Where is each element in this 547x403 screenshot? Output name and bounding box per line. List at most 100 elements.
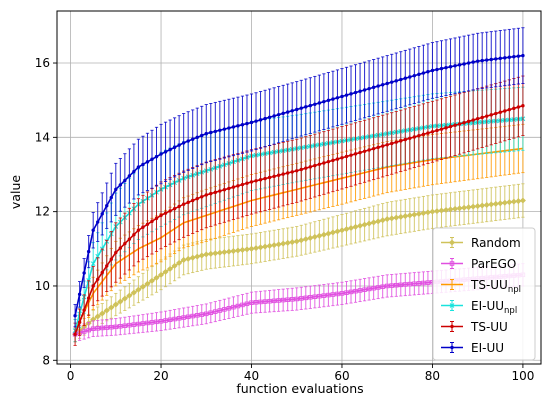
data-point: [399, 139, 403, 143]
data-point: [379, 217, 386, 224]
data-point: [104, 325, 110, 330]
data-point: [105, 264, 109, 268]
legend-label-main: TS-UU: [470, 278, 508, 292]
data-point: [334, 228, 341, 235]
data-point: [159, 213, 163, 218]
data-point: [433, 208, 440, 215]
data-point: [100, 212, 104, 216]
data-point: [144, 280, 151, 287]
data-point: [506, 199, 513, 206]
data-point: [203, 251, 210, 258]
series-line: [74, 104, 524, 335]
data-point: [380, 144, 385, 148]
data-point: [231, 185, 236, 189]
data-point: [207, 250, 214, 257]
data-point: [276, 112, 281, 117]
data-point: [362, 149, 367, 153]
data-point: [417, 72, 421, 77]
series-line: [74, 54, 524, 316]
data-point: [450, 345, 454, 350]
data-point: [141, 162, 145, 167]
legend-label: EI-UUnpl: [471, 299, 517, 316]
x-tick-label: 60: [334, 369, 349, 383]
data-point: [329, 229, 336, 236]
data-point: [285, 171, 290, 175]
data-point: [82, 271, 86, 275]
data-point: [466, 119, 471, 124]
data-point: [367, 86, 371, 91]
data-point: [311, 233, 318, 240]
data-point: [213, 309, 218, 314]
legend-item: EI-UUnpl: [441, 299, 517, 316]
data-point: [95, 326, 100, 331]
data-point: [485, 114, 489, 118]
data-point: [295, 107, 299, 112]
data-point: [316, 232, 323, 239]
data-point: [212, 250, 219, 257]
data-point: [272, 174, 276, 179]
y-tick-label: 8: [42, 353, 50, 367]
data-point: [461, 204, 468, 211]
data-point: [412, 281, 417, 286]
data-point: [195, 135, 199, 140]
data-point: [168, 209, 172, 213]
data-point: [145, 160, 150, 164]
data-point: [226, 306, 232, 311]
data-point: [171, 262, 178, 269]
data-point: [438, 207, 445, 214]
data-point: [90, 326, 96, 331]
data-point: [222, 188, 227, 192]
data-point: [331, 158, 335, 163]
y-tick-label: 10: [35, 279, 50, 293]
data-point: [349, 92, 353, 96]
data-point: [249, 120, 254, 125]
data-point: [148, 277, 156, 284]
data-point: [289, 297, 295, 302]
data-point: [96, 277, 100, 281]
series-ei-uu: [73, 27, 525, 328]
data-point: [450, 324, 454, 329]
x-axis-label: function evaluations: [236, 381, 363, 396]
data-point: [449, 303, 455, 308]
data-point: [429, 208, 436, 215]
data-point: [191, 137, 195, 141]
data-point: [245, 181, 249, 185]
legend-item: ParEGO: [441, 257, 516, 271]
data-point: [82, 308, 86, 312]
data-point: [448, 65, 453, 69]
data-point: [177, 204, 181, 209]
data-point: [358, 150, 362, 155]
data-point: [352, 223, 359, 230]
data-point: [236, 124, 240, 128]
data-point: [353, 288, 358, 294]
markers: [72, 197, 526, 338]
series-group: [72, 27, 526, 346]
data-point: [218, 128, 222, 132]
data-point: [303, 295, 309, 301]
data-point: [503, 56, 507, 60]
data-point: [403, 282, 408, 287]
data-point: [357, 222, 364, 229]
data-point: [73, 313, 77, 318]
data-point: [276, 173, 281, 177]
data-point: [168, 147, 172, 152]
data-point: [335, 96, 340, 100]
legend-label-main: ParEGO: [471, 257, 516, 271]
data-point: [299, 167, 303, 172]
data-point: [304, 105, 308, 109]
data-point: [442, 206, 450, 214]
data-point: [276, 298, 281, 303]
legend-label: Random: [471, 236, 521, 250]
data-point: [512, 55, 516, 59]
plot-frame: [56, 10, 542, 365]
data-point: [376, 145, 380, 150]
data-point: [344, 154, 349, 159]
data-point: [91, 228, 95, 232]
data-point: [494, 57, 498, 61]
data-point: [227, 126, 231, 130]
data-point: [81, 329, 87, 334]
data-point: [312, 294, 318, 299]
data-point: [494, 111, 498, 116]
data-point: [358, 89, 362, 93]
data-point: [209, 130, 213, 135]
